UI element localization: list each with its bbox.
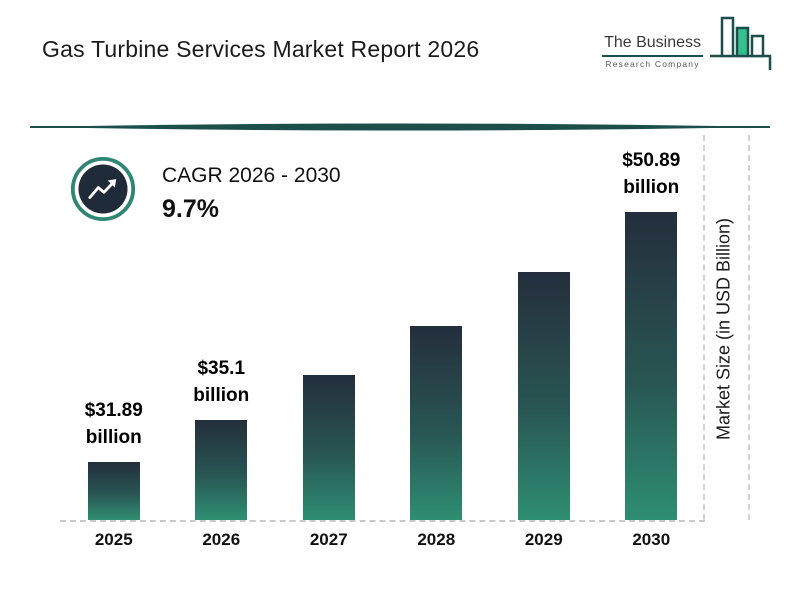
x-axis-label-2025: 2025: [94, 530, 133, 549]
right-grid-line-outer: [748, 135, 750, 520]
company-logo-text: The Business Research Company: [602, 34, 703, 69]
bar-column-2028: [383, 138, 491, 520]
page-title: Gas Turbine Services Market Report 2026: [42, 36, 480, 62]
logo-bar-chart-icon: [710, 16, 772, 70]
bars-row: $31.89 billion $35.1 billion $50.89 billion: [60, 138, 705, 520]
logo-subname: Research Company: [605, 59, 700, 69]
x-axis-label-2028: 2028: [417, 530, 456, 549]
bar-2029: [517, 272, 570, 520]
x-axis-label-2027: 2027: [309, 530, 348, 549]
x-axis-label-2026: 2026: [202, 530, 241, 549]
bar-column-2029: [490, 138, 598, 520]
bar-value-label-2026: $35.1 billion: [193, 357, 250, 407]
bar-column-2030: $50.89 billion: [598, 138, 706, 520]
logo-name: The Business: [602, 34, 703, 57]
company-logo: The Business Research Company: [602, 16, 772, 72]
cagr-value: 9.7%: [162, 195, 219, 223]
x-axis-label-2030: 2030: [632, 530, 671, 549]
bar-2026: [195, 420, 248, 520]
cagr-text: CAGR 2026 - 2030 9.7%: [162, 164, 341, 224]
bar-column-2025: $31.89 billion: [60, 138, 168, 520]
cagr-block: CAGR 2026 - 2030 9.7%: [70, 156, 341, 224]
cagr-label: CAGR 2026 - 2030: [162, 164, 341, 187]
section-divider: [30, 123, 770, 131]
x-axis-labels: 2025 2026 2027 2028 2029 2030: [60, 530, 705, 550]
bar-chart: $31.89 billion $35.1 billion $50.89 billion: [60, 138, 705, 520]
y-axis-label: Market Size (in USD Billion): [713, 217, 734, 441]
x-axis-label-2029: 2029: [524, 530, 563, 549]
bar-2028: [410, 326, 463, 520]
bar-2030: [625, 212, 678, 520]
cagr-trend-icon: [70, 156, 136, 222]
bar-column-2027: [275, 138, 383, 520]
bar-column-2026: $35.1 billion: [168, 138, 276, 520]
bar-2027: [302, 375, 355, 520]
bar-value-label-2025: $31.89 billion: [84, 399, 143, 449]
x-axis-baseline: [60, 520, 705, 522]
right-grid-line-inner: [703, 135, 705, 520]
bar-2025: [87, 462, 140, 520]
bar-value-label-2030: $50.89 billion: [622, 149, 681, 199]
